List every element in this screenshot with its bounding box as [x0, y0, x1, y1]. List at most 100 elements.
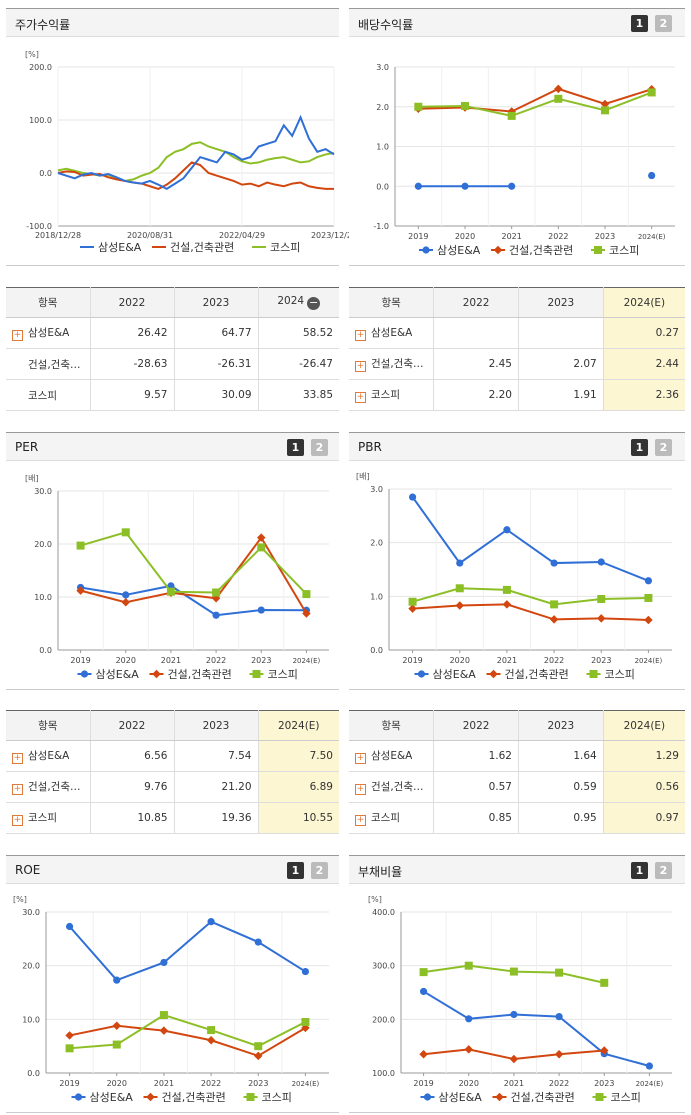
panel-title: PER [15, 440, 39, 454]
row-name: 코스피 [28, 812, 57, 825]
table-cell: 2.36 [602, 379, 685, 411]
table-cell: -26.31 [173, 348, 258, 380]
table-cell: 0.85 [433, 802, 519, 834]
row-name: 코스피 [371, 812, 400, 825]
y-unit: [%] [368, 895, 382, 904]
expand-icon[interactable]: + [12, 783, 23, 795]
toggle-1-button[interactable]: 1 [287, 862, 304, 879]
column-header-label: 항목 [381, 720, 401, 732]
table-row: + 건설,건축… 2.45 2.07 2.44 [349, 348, 685, 380]
legend-label: 삼성E&A [98, 241, 142, 254]
expand-icon[interactable]: + [12, 752, 23, 764]
y-tick-label: 2.0 [370, 539, 383, 548]
data-point [146, 1092, 155, 1102]
y-tick-label: 3.0 [376, 63, 389, 72]
column-header: 2024− [257, 287, 339, 318]
y-tick-label: 1.0 [376, 143, 389, 152]
toggle-2-button[interactable]: 2 [311, 439, 328, 456]
legend-label: 건설,건축관련 [511, 1091, 575, 1104]
x-tick-label: 2019 [402, 656, 422, 665]
y-tick-label: 2.0 [376, 103, 389, 112]
pbr-table: 항목 2022 2023 2024(E) + 삼성E&A 1.62 1.64 1.29 + 건설,건… [349, 710, 685, 834]
x-tick-label: 2019 [70, 656, 90, 665]
data-point [554, 84, 563, 94]
data-point [74, 1093, 83, 1101]
expand-icon[interactable]: + [12, 814, 23, 826]
data-point [555, 968, 564, 977]
x-tick-label: 2020/08/31 [127, 231, 173, 240]
toggle-2-button[interactable]: 2 [311, 862, 328, 879]
toggle-1-button[interactable]: 1 [631, 862, 648, 879]
column-header: 2024(E) [602, 287, 685, 318]
data-point [594, 246, 602, 254]
collapse-icon[interactable]: − [307, 296, 321, 310]
expand-icon[interactable]: + [355, 752, 366, 764]
y-tick-label: 0.0 [370, 646, 383, 655]
x-tick-label: 2019 [408, 232, 428, 241]
toggle-2-button[interactable]: 2 [655, 15, 672, 32]
legend-label: 건설,건축관련 [168, 668, 232, 681]
column-header: 2022 [89, 710, 174, 741]
toggle-1-button[interactable]: 1 [631, 439, 648, 456]
toggle-2-button[interactable]: 2 [655, 439, 672, 456]
column-header: 2023 [173, 287, 258, 318]
column-header-label: 2023 [547, 719, 575, 732]
data-point [76, 541, 85, 550]
expand-icon[interactable]: + [355, 329, 366, 341]
data-point [595, 1093, 604, 1101]
data-point [589, 670, 598, 678]
data-point [554, 94, 563, 103]
table-cell: 2.20 [433, 379, 519, 411]
toggle-1-button[interactable]: 1 [631, 15, 648, 32]
pbr-panel: PBR 1 2 [배] 3.0 2.0 1.0 0.0 2019 2020 2021 2022 2… [349, 432, 685, 690]
column-header: 2022 [433, 710, 519, 741]
series-line [412, 587, 649, 606]
legend-label: 건설,건축관련 [162, 1091, 226, 1104]
data-point [464, 1045, 473, 1054]
table-cell: 0.57 [433, 771, 519, 803]
panel-title: ROE [15, 863, 41, 877]
toggle-1-button[interactable]: 1 [287, 439, 304, 456]
column-header: 2023 [518, 710, 604, 741]
data-point [644, 615, 653, 625]
table-row: + 코스피 10.85 19.36 10.55 [6, 802, 339, 834]
y-tick-label: 30.0 [22, 908, 40, 917]
per-table: 항목 2022 2023 2024(E) + 삼성E&A 6.56 7.54 7.50 + 건설,건… [6, 710, 339, 834]
column-header: 2022 [433, 287, 519, 318]
y-tick-label: 3.0 [370, 485, 383, 494]
data-point [648, 171, 656, 180]
data-point [549, 615, 559, 624]
expand-icon[interactable]: + [355, 814, 366, 826]
panel-header: 주가수익률 [6, 9, 339, 37]
data-point [456, 559, 464, 567]
table-row: + 삼성E&A 6.56 7.54 7.50 [6, 740, 339, 772]
expand-icon[interactable]: + [355, 360, 366, 372]
y-tick-label: -1.0 [373, 222, 389, 231]
column-header: 2023 [518, 287, 604, 318]
expand-icon[interactable]: + [355, 391, 366, 403]
legend-label: 삼성E&A [439, 1091, 483, 1104]
x-tick-label: 2023 [594, 1079, 614, 1088]
x-tick-label: 2020 [107, 1079, 127, 1088]
series-line [412, 603, 649, 621]
y-tick-label: 1.0 [370, 592, 383, 601]
data-point [65, 922, 74, 931]
toggle-2-button[interactable]: 2 [655, 862, 672, 879]
data-point [414, 182, 422, 190]
table-cell: 64.77 [173, 317, 258, 349]
data-point [414, 102, 423, 111]
table-cell: 7.54 [173, 740, 258, 772]
expand-icon[interactable]: + [355, 783, 366, 795]
y-tick-label: 0.0 [39, 169, 52, 178]
expand-icon[interactable]: + [12, 329, 23, 341]
data-point [212, 611, 220, 619]
data-point [246, 1093, 255, 1101]
y-tick-label: 300.0 [372, 962, 395, 971]
column-header-label: 2024 [277, 295, 305, 307]
data-point [644, 577, 653, 585]
table-cell: 1.91 [518, 379, 604, 411]
column-header-label: 항목 [38, 297, 58, 309]
data-point [455, 601, 464, 610]
table-cell: 30.09 [173, 379, 258, 411]
data-point [555, 1013, 563, 1021]
